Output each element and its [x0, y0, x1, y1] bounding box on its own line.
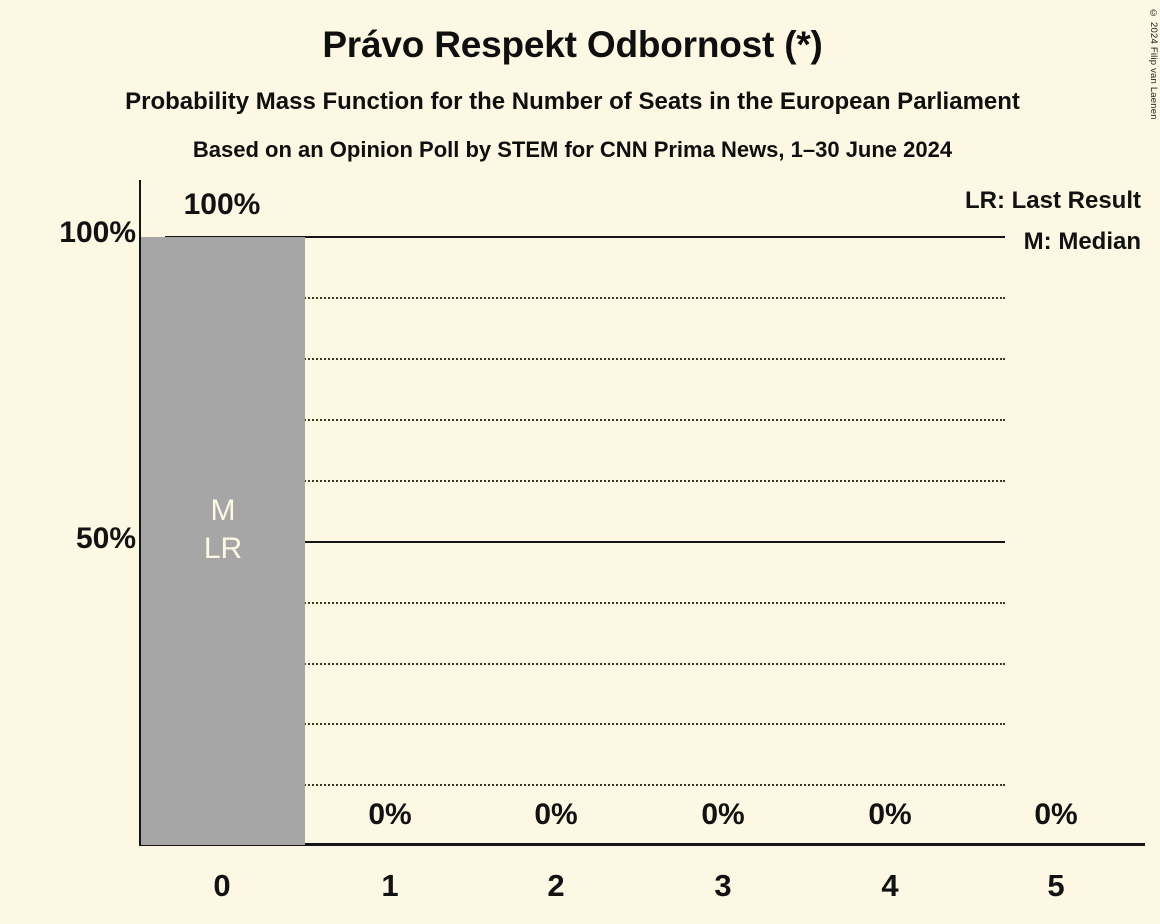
gridline-80 [165, 358, 1005, 360]
value-label-seats-1: 0% [368, 798, 412, 831]
value-label-seats-3: 0% [701, 798, 745, 831]
chart-title: Právo Respekt Odbornost (*) [322, 24, 823, 65]
value-label-seats-0: 100% [183, 188, 261, 221]
gridline-40 [165, 602, 1005, 604]
x-tick-label-1: 1 [381, 868, 399, 903]
value-label-seats-2: 0% [534, 798, 578, 831]
legend-last-result: LR: Last Result [964, 187, 1141, 214]
value-label-seats-4: 0% [868, 798, 912, 831]
x-tick-label-4: 4 [881, 868, 899, 903]
gridline-100 [165, 236, 1005, 238]
value-label-seats-5: 0% [1034, 798, 1078, 831]
y-axis-line [139, 180, 141, 846]
x-tick-label-0: 0 [213, 868, 231, 903]
gridline-30 [165, 663, 1005, 665]
x-axis-line [139, 843, 1145, 846]
gridline-90 [165, 297, 1005, 299]
x-tick-label-3: 3 [714, 868, 732, 903]
chart-subtitle: Probability Mass Function for the Number… [125, 88, 1020, 115]
y-tick-label-50: 50% [75, 522, 136, 555]
x-tick-label-5: 5 [1047, 868, 1065, 903]
median-marker: M [210, 494, 236, 527]
gridline-60 [165, 480, 1005, 482]
last-result-marker: LR [203, 532, 243, 565]
chart-source-subtitle: Based on an Opinion Poll by STEM for CNN… [192, 137, 953, 162]
gridline-20 [165, 723, 1005, 725]
gridline-50 [165, 541, 1005, 543]
bar-seats-0[interactable]: M LR [141, 237, 305, 845]
legend-median: M: Median [1023, 228, 1141, 255]
gridline-10 [165, 784, 1005, 786]
y-tick-label-100: 100% [59, 216, 136, 249]
copyright-notice: © 2024 Filip van Laenen [1148, 8, 1159, 120]
x-tick-label-2: 2 [547, 868, 565, 903]
gridline-70 [165, 419, 1005, 421]
